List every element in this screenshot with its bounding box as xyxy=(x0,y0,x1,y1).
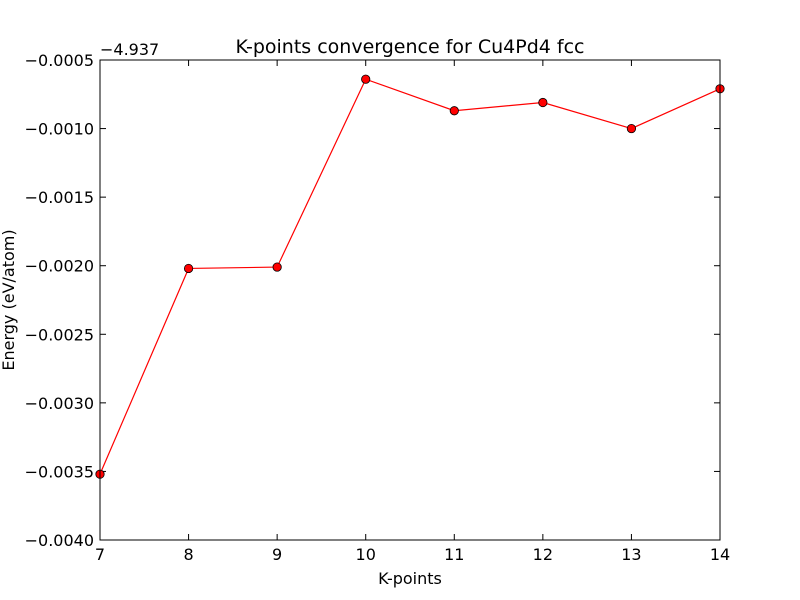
data-point xyxy=(183,263,194,274)
x-tick-label: 13 xyxy=(621,545,641,564)
plot-area xyxy=(95,74,725,479)
data-point xyxy=(449,106,459,116)
y-tick-label: −0.0015 xyxy=(25,188,94,207)
y-tick-label: −0.0035 xyxy=(25,462,94,481)
x-tick-label: 12 xyxy=(533,545,553,564)
series-line xyxy=(99,78,721,475)
x-tick-label: 9 xyxy=(272,545,282,564)
y-tick-label: −0.0040 xyxy=(25,531,94,550)
y-tick-label: −0.0010 xyxy=(25,120,94,139)
y-axis-label: Energy (eV/atom) xyxy=(0,229,18,370)
x-tick-label: 10 xyxy=(356,545,376,564)
data-point xyxy=(361,74,371,84)
data-point xyxy=(626,123,637,134)
x-tick-label: 14 xyxy=(710,545,730,564)
axes-frame xyxy=(99,59,721,541)
x-axis-label: K-points xyxy=(378,569,442,588)
y-offset-label: −4.937 xyxy=(100,40,159,59)
x-tick-label: 8 xyxy=(183,545,193,564)
x-tick-label: 11 xyxy=(444,545,464,564)
y-tick-label: −0.0005 xyxy=(25,51,94,70)
axis-ticks: 7 8 9 10 11 12 13 14 −0.0005 −0.0010 −0.0015 −0.002… xyxy=(25,51,731,564)
y-tick-label: −0.0025 xyxy=(25,325,94,344)
chart-title: K-points convergence for Cu4Pd4 fcc xyxy=(236,36,585,58)
y-tick-label: −0.0020 xyxy=(25,257,94,276)
data-point xyxy=(538,97,548,108)
y-tick-label: −0.0030 xyxy=(25,394,94,413)
data-point xyxy=(272,262,282,272)
x-tick-label: 7 xyxy=(95,545,105,564)
